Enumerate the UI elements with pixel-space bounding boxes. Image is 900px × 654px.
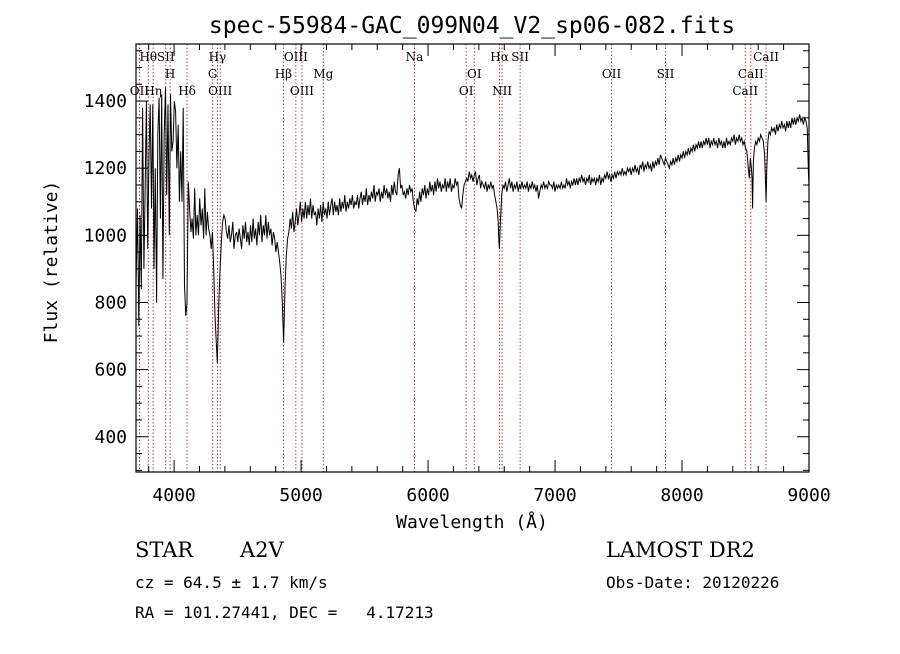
line-marker-label-6: Hγ: [209, 50, 227, 64]
line-marker-label-3: SII: [157, 50, 175, 64]
spectrum-series: [135, 87, 810, 363]
y-tick-labels: 400 600 800 1000 1200 1400: [84, 91, 127, 448]
line-marker-label-9: OIII: [284, 50, 308, 64]
redshift-cz: cz = 64.5 ± 1.7 km/s: [135, 573, 328, 592]
line-marker-label-21: CaII: [753, 50, 779, 64]
ra-dec: RA = 101.27441, DEC = 4.17213: [135, 603, 434, 622]
line-marker-label-18: SII: [511, 50, 529, 64]
line-marker-label-7: G: [208, 67, 218, 81]
line-marker-label-5: Hδ: [178, 84, 196, 98]
line-marker-label-23: CaII: [732, 84, 758, 98]
x-tick-label-8000: 8000: [660, 485, 703, 506]
observation-date: Obs-Date: 20120226: [606, 573, 780, 592]
x-tick-label-7000: 7000: [533, 485, 576, 506]
plot-frame: [135, 43, 810, 473]
x-tick-label-9000: 9000: [787, 485, 830, 506]
line-marker-label-11: OIII: [290, 84, 314, 98]
line-marker-label-19: OII: [602, 67, 622, 81]
line-marker-label-1: OII: [130, 84, 150, 98]
axis-ticks: [136, 44, 810, 472]
x-tick-labels: 4000 5000 6000 7000 8000 9000: [152, 485, 830, 506]
y-tick-label-1000: 1000: [84, 225, 127, 246]
line-marker-label-20: SII: [657, 67, 675, 81]
line-marker-label-14: OI: [467, 67, 482, 81]
object-subclass: A2V: [240, 538, 284, 562]
line-marker-label-0: Hθ: [139, 50, 157, 64]
y-tick-label-1200: 1200: [84, 158, 127, 179]
line-marker-label-2: Hη: [144, 84, 162, 98]
x-tick-label-5000: 5000: [279, 485, 322, 506]
line-marker-label-12: Mg: [313, 67, 333, 81]
spectrum-line: [135, 87, 810, 363]
emission-line-markers: [138, 44, 767, 472]
line-marker-label-15: OI: [459, 84, 474, 98]
chart-title: spec-55984-GAC_099N04_V2_sp06-082.fits: [209, 13, 735, 39]
x-axis-label: Wavelength (Å): [396, 511, 548, 533]
y-axis-label: Flux (relative): [41, 181, 62, 344]
line-marker-label-17: NII: [492, 84, 512, 98]
y-tick-label-1400: 1400: [84, 91, 127, 112]
x-tick-label-6000: 6000: [406, 485, 449, 506]
emission-line-labels: HθOIIHηSIIHHδHγGOIIIOIIIHβOIIIMgNaOIOIHα…: [130, 50, 779, 98]
y-tick-label-400: 400: [94, 427, 127, 448]
line-marker-label-8: OIII: [208, 84, 232, 98]
line-marker-label-22: CaII: [738, 67, 764, 81]
object-class: STAR: [135, 538, 194, 562]
survey-name: LAMOST DR2: [606, 538, 755, 562]
line-marker-label-4: H: [165, 67, 175, 81]
x-tick-label-4000: 4000: [152, 485, 195, 506]
line-marker-label-16: Hα: [490, 50, 509, 64]
line-marker-label-13: Na: [406, 50, 424, 64]
line-marker-label-10: Hβ: [275, 67, 292, 81]
y-tick-label-800: 800: [94, 292, 127, 313]
y-tick-label-600: 600: [94, 360, 127, 381]
